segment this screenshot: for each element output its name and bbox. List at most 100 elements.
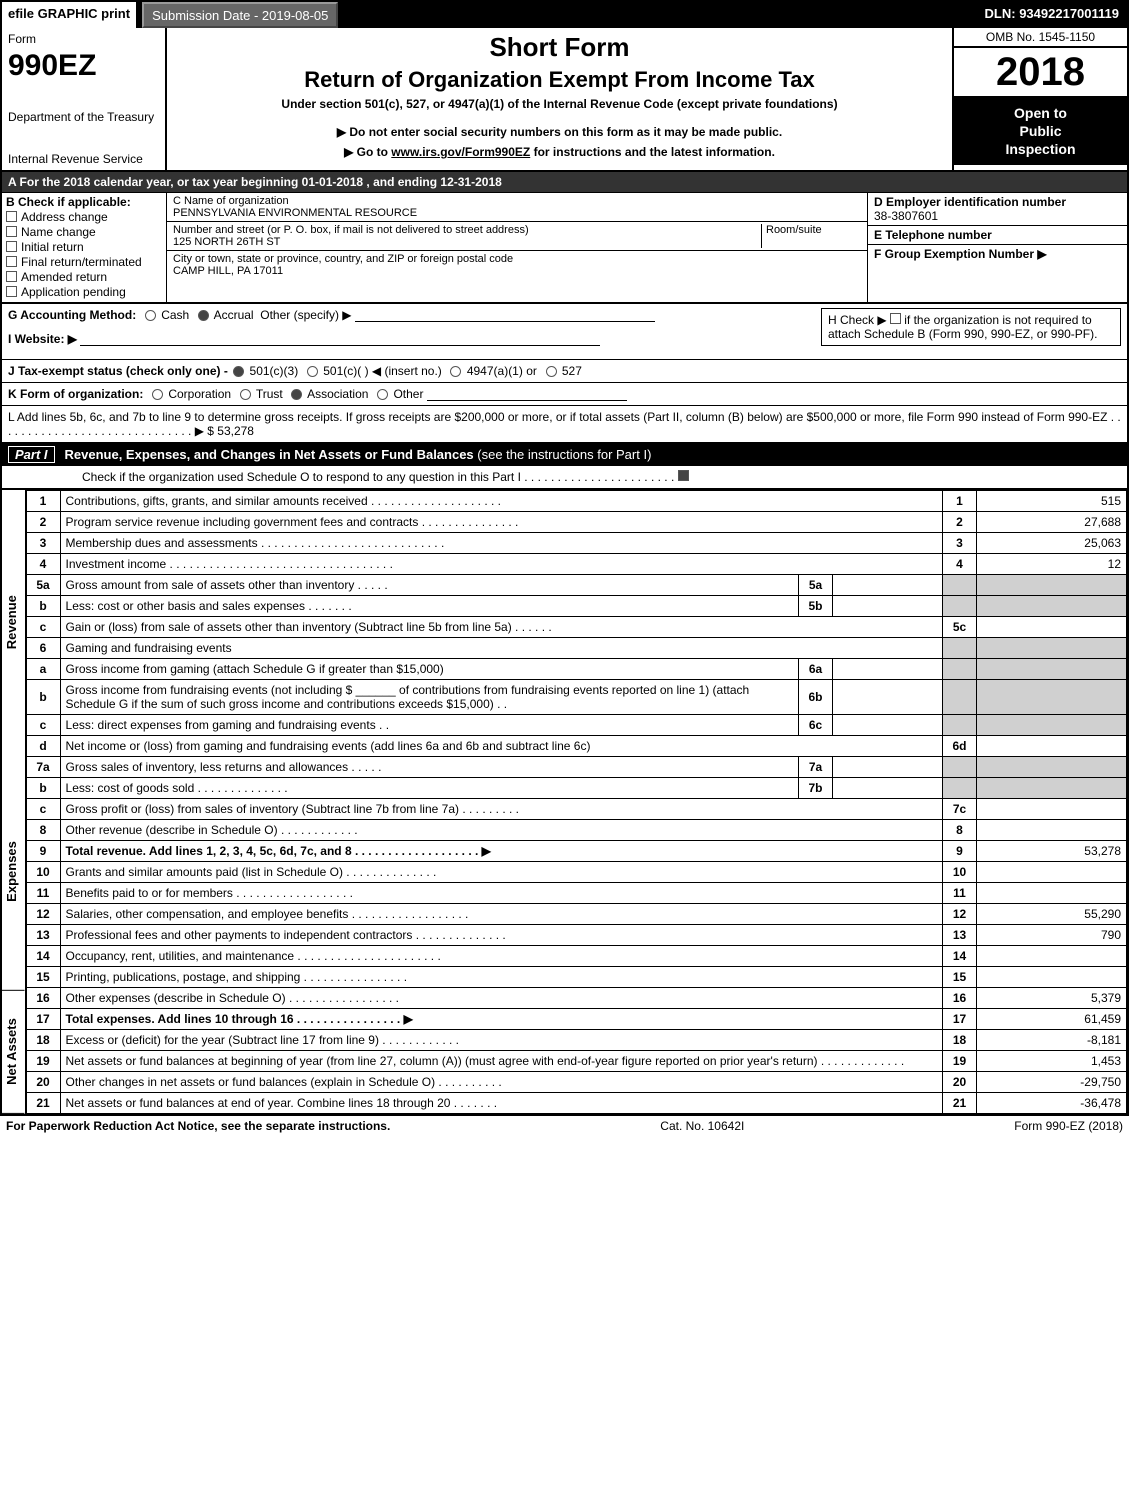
ln-num: a (26, 658, 60, 679)
ln-amt (977, 945, 1127, 966)
ln-desc: Other revenue (describe in Schedule O) .… (60, 819, 942, 840)
ln-num: 10 (26, 861, 60, 882)
j-o4: 527 (562, 364, 582, 378)
ln-desc: Other expenses (describe in Schedule O) … (60, 987, 942, 1008)
ln-num: d (26, 735, 60, 756)
ln-desc: Less: cost of goods sold . . . . . . . .… (60, 777, 798, 798)
radio-501c3[interactable] (233, 366, 244, 377)
k-other-line[interactable] (427, 387, 627, 401)
i-website-line[interactable] (80, 332, 600, 346)
l-text: L Add lines 5b, 6c, and 7b to line 9 to … (8, 410, 1121, 438)
e-label: E Telephone number (874, 228, 1121, 242)
b-label: B Check if applicable: (6, 195, 162, 209)
radio-cash[interactable] (145, 310, 156, 321)
ln-num: 19 (26, 1050, 60, 1071)
line-21: 21Net assets or fund balances at end of … (26, 1092, 1126, 1113)
ln-rnum: 4 (943, 553, 977, 574)
chk-initial-return[interactable]: Initial return (6, 240, 162, 254)
checkbox-icon[interactable] (890, 313, 901, 324)
row-j: J Tax-exempt status (check only one) - 5… (2, 360, 1127, 383)
ln-num: 1 (26, 490, 60, 511)
ln-num: 13 (26, 924, 60, 945)
k-o2: Trust (256, 387, 283, 401)
radio-501c[interactable] (307, 366, 318, 377)
line-8: 8Other revenue (describe in Schedule O) … (26, 819, 1126, 840)
ln-desc: Gross income from fundraising events (no… (60, 679, 798, 714)
part-1-body: Revenue Expenses Net Assets 1Contributio… (2, 490, 1127, 1114)
radio-527[interactable] (546, 366, 557, 377)
chk-amended-return[interactable]: Amended return (6, 270, 162, 284)
header-left: Form 990EZ Department of the Treasury In… (2, 28, 167, 170)
line-7c: cGross profit or (loss) from sales of in… (26, 798, 1126, 819)
checkbox-icon[interactable] (678, 470, 689, 481)
header-right: OMB No. 1545-1150 2018 Open to Public In… (952, 28, 1127, 170)
irs-link[interactable]: www.irs.gov/Form990EZ (391, 145, 530, 159)
page-footer: For Paperwork Reduction Act Notice, see … (0, 1116, 1129, 1136)
line-14: 14Occupancy, rent, utilities, and mainte… (26, 945, 1126, 966)
row-g-h: H Check ▶ if the organization is not req… (2, 304, 1127, 360)
d-value: 38-3807601 (874, 209, 1121, 223)
ln-amt: 5,379 (977, 987, 1127, 1008)
ln-num: b (26, 595, 60, 616)
ln-desc: Occupancy, rent, utilities, and maintena… (60, 945, 942, 966)
ln-num: 5a (26, 574, 60, 595)
ln-rnum: 16 (943, 987, 977, 1008)
ln-rnum: 19 (943, 1050, 977, 1071)
shade (977, 595, 1127, 616)
radio-4947[interactable] (450, 366, 461, 377)
ln-rnum: 14 (943, 945, 977, 966)
footer-left: For Paperwork Reduction Act Notice, see … (6, 1119, 390, 1133)
g-other-line[interactable] (355, 308, 655, 322)
checkbox-icon (6, 226, 17, 237)
side-expenses: Expenses (2, 754, 25, 991)
ln-desc: Other changes in net assets or fund bala… (60, 1071, 942, 1092)
ln-desc: Gain or (loss) from sale of assets other… (60, 616, 942, 637)
rowA-end: 12-31-2018 (440, 175, 501, 189)
ln-minival (833, 756, 943, 777)
ln-rnum: 2 (943, 511, 977, 532)
chk-address-change[interactable]: Address change (6, 210, 162, 224)
d-label: D Employer identification number (874, 195, 1121, 209)
radio-trust[interactable] (240, 389, 251, 400)
chk-name-change[interactable]: Name change (6, 225, 162, 239)
k-o1: Corporation (168, 387, 231, 401)
g-label: G Accounting Method: (8, 308, 136, 322)
ln-desc: Gross sales of inventory, less returns a… (60, 756, 798, 777)
part-1-header: Part I Revenue, Expenses, and Changes in… (2, 443, 1127, 466)
ln-rnum: 20 (943, 1071, 977, 1092)
rowA-mid: , and ending (366, 175, 440, 189)
radio-association[interactable] (291, 389, 302, 400)
radio-corporation[interactable] (152, 389, 163, 400)
ln-desc: Contributions, gifts, grants, and simila… (60, 490, 942, 511)
chk-label: Initial return (21, 240, 84, 254)
radio-other[interactable] (377, 389, 388, 400)
line-15: 15Printing, publications, postage, and s… (26, 966, 1126, 987)
line-4: 4Investment income . . . . . . . . . . .… (26, 553, 1126, 574)
ln-num: c (26, 616, 60, 637)
form-990ez: efile GRAPHIC print Submission Date - 20… (0, 0, 1129, 1116)
ln-amt: 61,459 (977, 1008, 1127, 1029)
row-l: L Add lines 5b, 6c, and 7b to line 9 to … (2, 406, 1127, 443)
ln-desc: Gross income from gaming (attach Schedul… (60, 658, 798, 679)
ln-rnum: 7c (943, 798, 977, 819)
line-17: 17Total expenses. Add lines 10 through 1… (26, 1008, 1126, 1029)
line-6b: bGross income from fundraising events (n… (26, 679, 1126, 714)
line-13: 13Professional fees and other payments t… (26, 924, 1126, 945)
ln-num: 20 (26, 1071, 60, 1092)
e-telephone: E Telephone number (868, 226, 1127, 245)
ln-amt: -8,181 (977, 1029, 1127, 1050)
chk-application-pending[interactable]: Application pending (6, 285, 162, 299)
shade (943, 595, 977, 616)
radio-accrual[interactable] (198, 310, 209, 321)
chk-final-return[interactable]: Final return/terminated (6, 255, 162, 269)
c-street-row: Number and street (or P. O. box, if mail… (167, 222, 867, 251)
j-o2: 501(c)( ) ◀ (insert no.) (323, 364, 442, 378)
under-section: Under section 501(c), 527, or 4947(a)(1)… (173, 97, 946, 111)
ln-amt: -29,750 (977, 1071, 1127, 1092)
ln-num: c (26, 798, 60, 819)
dept-irs: Internal Revenue Service (8, 152, 159, 166)
ln-amt (977, 819, 1127, 840)
submission-date-button[interactable]: Submission Date - 2019-08-05 (142, 2, 338, 28)
efile-label: efile GRAPHIC print (2, 2, 136, 28)
ln-rnum: 15 (943, 966, 977, 987)
